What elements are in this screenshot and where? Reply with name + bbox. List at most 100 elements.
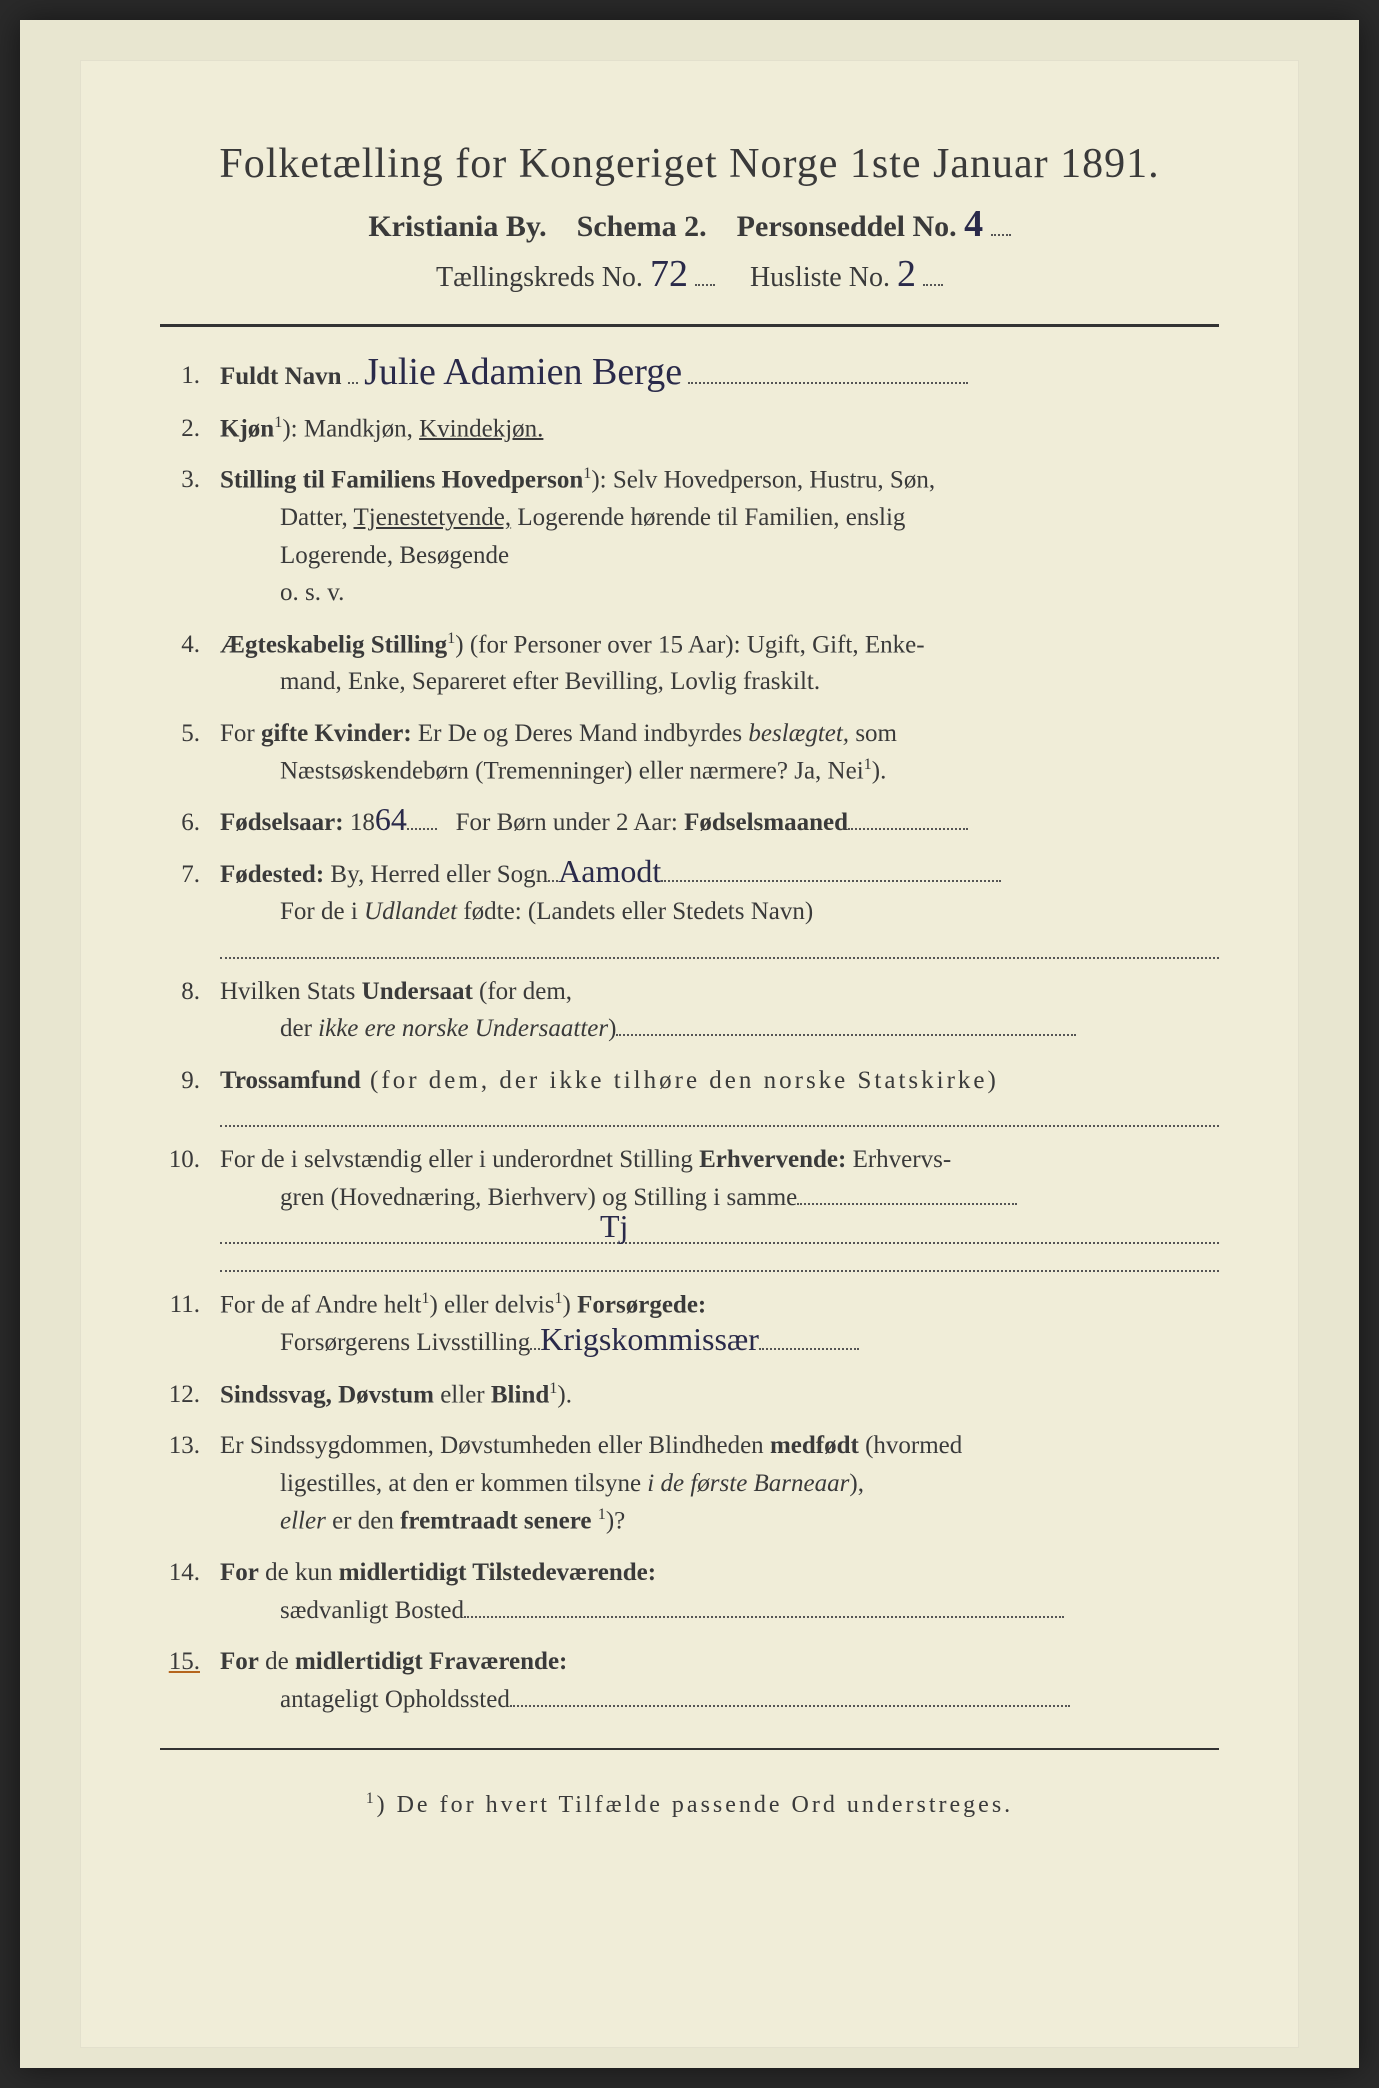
field-italic: i de første Barneaar bbox=[647, 1470, 849, 1497]
census-form-page: Folketælling for Kongeriget Norge 1ste J… bbox=[20, 20, 1359, 2068]
row-10: 10. For de i selvstændig eller i underor… bbox=[160, 1141, 1219, 1272]
row-5: 5. For gifte Kvinder: Er De og Deres Man… bbox=[160, 715, 1219, 790]
dotted-line-full bbox=[220, 1252, 1219, 1272]
field-text: Er De og Deres Mand indbyrdes bbox=[412, 720, 749, 747]
field-label: Fødselsaar: bbox=[220, 809, 344, 836]
birthplace-value: Aamodt bbox=[558, 859, 661, 885]
dotted-fill bbox=[548, 880, 558, 882]
field-label: Sindssvag, Døvstum bbox=[220, 1381, 434, 1408]
divider-thin bbox=[160, 1748, 1219, 1750]
row-body: For de midlertidigt Fraværende: antageli… bbox=[220, 1643, 1219, 1718]
field-label: For bbox=[220, 1559, 259, 1586]
dotted-fill bbox=[348, 382, 358, 384]
row-body: Fødselsaar: 1864 For Børn under 2 Aar: F… bbox=[220, 804, 1219, 842]
field-text: For de i selvstændig eller i underordnet… bbox=[220, 1146, 699, 1173]
indented-line: Logerende, Besøgende bbox=[220, 537, 1219, 575]
row-number: 14. bbox=[160, 1554, 220, 1629]
field-text: For bbox=[220, 720, 261, 747]
row-number: 6. bbox=[160, 804, 220, 842]
row-body: For de kun midlertidigt Tilstedeværende:… bbox=[220, 1554, 1219, 1629]
selected-option: Kvindekjøn. bbox=[419, 415, 543, 442]
field-text: som bbox=[849, 720, 897, 747]
field-label: midlertidigt Fraværende: bbox=[295, 1648, 567, 1675]
field-text: ligestilles, at den er kommen tilsyne bbox=[280, 1470, 647, 1497]
field-text: der bbox=[280, 1015, 318, 1042]
field-label: Blind bbox=[491, 1381, 549, 1408]
field-text: ). bbox=[872, 758, 887, 785]
form-content: Folketælling for Kongeriget Norge 1ste J… bbox=[160, 140, 1219, 1819]
row-14: 14. For de kun midlertidigt Tilstedevære… bbox=[160, 1554, 1219, 1629]
dotted-fill bbox=[616, 1034, 1076, 1036]
row-body: Stilling til Familiens Hovedperson1): Se… bbox=[220, 461, 1219, 611]
field-label: Erhvervende: bbox=[699, 1146, 846, 1173]
dotted-fill bbox=[759, 1348, 859, 1350]
field-text: Er Sindssygdommen, Døvstumheden eller Bl… bbox=[220, 1432, 770, 1459]
field-text: fødte: (Landets eller Stedets Navn) bbox=[457, 898, 813, 925]
field-text: (for dem, der ikke tilhøre den norske St… bbox=[361, 1067, 999, 1094]
indented-line: For de i Udlandet fødte: (Landets eller … bbox=[220, 893, 1219, 931]
field-text: For de i bbox=[280, 898, 364, 925]
row-3: 3. Stilling til Familiens Hovedperson1):… bbox=[160, 461, 1219, 611]
row-number: 15. bbox=[160, 1643, 220, 1718]
field-label: Kjøn bbox=[220, 415, 274, 442]
field-label: medfødt bbox=[770, 1432, 859, 1459]
row-2: 2. Kjøn1): Mandkjøn, Kvindekjøn. bbox=[160, 410, 1219, 448]
row-number: 1. bbox=[160, 357, 220, 396]
row-11: 11. For de af Andre helt1) eller delvis1… bbox=[160, 1286, 1219, 1361]
field-italic: eller bbox=[280, 1508, 326, 1535]
row-1: 1. Fuldt Navn Julie Adamien Berge bbox=[160, 357, 1219, 396]
field-text: ). bbox=[557, 1381, 572, 1408]
dotted-fill bbox=[991, 206, 1011, 236]
city-label: Kristiania By. bbox=[368, 210, 546, 243]
indented-line: der ikke ere norske Undersaatter) bbox=[220, 1010, 1219, 1048]
provider-value: Krigskommissær bbox=[540, 1327, 759, 1353]
field-label: Fødested: bbox=[220, 861, 324, 888]
subtitle-row-2: Tællingskreds No. 72 Husliste No. 2 bbox=[160, 258, 1219, 294]
row-6: 6. Fødselsaar: 1864 For Børn under 2 Aar… bbox=[160, 804, 1219, 842]
selected-option: Tjenestetyende, bbox=[354, 504, 512, 531]
field-text: For Børn under 2 Aar: bbox=[449, 809, 684, 836]
indented-line: mand, Enke, Separeret efter Bevilling, L… bbox=[220, 663, 1219, 701]
dotted-line-full bbox=[220, 1107, 1219, 1127]
row-body: Fuldt Navn Julie Adamien Berge bbox=[220, 357, 1219, 396]
row-number: 7. bbox=[160, 856, 220, 959]
row-number: 9. bbox=[160, 1062, 220, 1128]
field-text: ): Selv Hovedperson, Hustru, Søn, bbox=[591, 467, 935, 494]
dotted-line-full: Tj bbox=[220, 1224, 1219, 1244]
field-text: For de af Andre helt bbox=[220, 1292, 421, 1319]
schema-label: Schema 2. bbox=[577, 210, 707, 243]
dotted-fill bbox=[695, 258, 715, 286]
row-number: 11. bbox=[160, 1286, 220, 1361]
footnote: 1) De for hvert Tilfælde passende Ord un… bbox=[160, 1790, 1219, 1819]
kreds-value: 72 bbox=[650, 259, 688, 289]
main-title: Folketælling for Kongeriget Norge 1ste J… bbox=[160, 140, 1219, 188]
field-text: (for dem, bbox=[473, 978, 572, 1005]
husliste-label: Husliste No. bbox=[750, 262, 890, 293]
dotted-line-full bbox=[220, 939, 1219, 959]
indented-line: Datter, Tjenestetyende, Logerende hørend… bbox=[220, 499, 1219, 537]
field-label: Trossamfund bbox=[220, 1067, 361, 1094]
divider bbox=[160, 324, 1219, 327]
field-text: Hvilken Stats bbox=[220, 978, 362, 1005]
field-italic: beslægtet, bbox=[748, 720, 849, 747]
field-text: )? bbox=[606, 1508, 625, 1535]
field-text: By, Herred eller Sogn bbox=[324, 861, 548, 888]
field-text: ) eller delvis bbox=[429, 1292, 554, 1319]
field-text: ), bbox=[849, 1470, 864, 1497]
field-label: For bbox=[220, 1648, 259, 1675]
indented-line: ligestilles, at den er kommen tilsyne i … bbox=[220, 1465, 1219, 1503]
field-text: 18 bbox=[344, 809, 375, 836]
field-text: ) (for Personer over 15 Aar): Ugift, Gif… bbox=[455, 631, 924, 658]
field-text: ): Mandkjøn, bbox=[282, 415, 419, 442]
row-4: 4. Ægteskabelig Stilling1) (for Personer… bbox=[160, 626, 1219, 701]
row-9: 9. Trossamfund (for dem, der ikke tilhør… bbox=[160, 1062, 1219, 1128]
field-text: Næstsøskendebørn (Tremenninger) eller næ… bbox=[280, 758, 864, 785]
row-number: 4. bbox=[160, 626, 220, 701]
row-number: 2. bbox=[160, 410, 220, 448]
indented-line: Næstsøskendebørn (Tremenninger) eller næ… bbox=[220, 752, 1219, 790]
row-7: 7. Fødested: By, Herred eller Sogn Aamodt… bbox=[160, 856, 1219, 959]
handwritten-mark: Tj bbox=[600, 1214, 628, 1240]
field-label: Stilling til Familiens Hovedperson bbox=[220, 467, 583, 494]
husliste-value: 2 bbox=[897, 259, 916, 289]
field-label: Fødselsmaaned bbox=[684, 809, 848, 836]
